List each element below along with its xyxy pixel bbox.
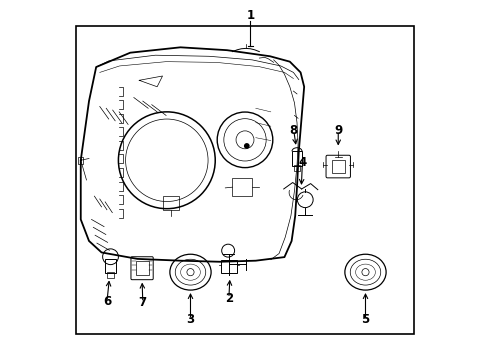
- Text: 3: 3: [186, 313, 195, 327]
- Text: 5: 5: [361, 313, 369, 327]
- Text: 1: 1: [246, 9, 254, 22]
- Text: 9: 9: [334, 124, 343, 137]
- Bar: [76, 26, 414, 334]
- Circle shape: [187, 269, 194, 276]
- Bar: [292, 151, 302, 166]
- Text: 4: 4: [298, 156, 307, 169]
- Bar: [232, 178, 252, 196]
- Bar: [136, 261, 148, 275]
- Bar: [221, 260, 237, 273]
- Bar: [294, 165, 300, 171]
- Text: 2: 2: [225, 292, 233, 305]
- Bar: [77, 157, 83, 164]
- Text: 6: 6: [103, 296, 111, 309]
- Bar: [107, 272, 114, 278]
- Bar: [163, 196, 179, 211]
- Bar: [332, 160, 344, 173]
- Circle shape: [244, 143, 250, 149]
- Bar: [105, 259, 116, 273]
- Circle shape: [362, 269, 369, 276]
- Text: 7: 7: [139, 296, 147, 309]
- Text: 8: 8: [290, 124, 298, 137]
